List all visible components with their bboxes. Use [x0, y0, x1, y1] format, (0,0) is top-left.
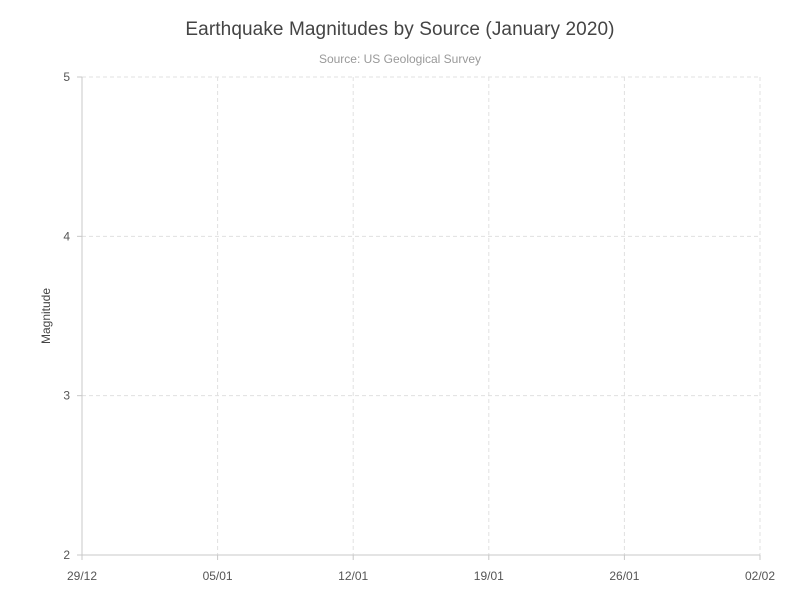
x-tick-label: 19/01: [474, 569, 504, 583]
y-tick-label: 5: [63, 70, 70, 84]
chart-subtitle: Source: US Geological Survey: [318, 52, 482, 66]
x-tick-label: 02/02: [745, 569, 775, 583]
x-tick-label: 12/01: [338, 569, 368, 583]
x-tick-label: 05/01: [203, 569, 233, 583]
chart-title: Earthquake Magnitudes by Source (January…: [185, 19, 615, 40]
y-tick-label: 3: [63, 389, 70, 403]
x-tick-label: 26/01: [609, 569, 639, 583]
y-tick-label: 4: [63, 229, 70, 243]
y-tick-label: 2: [63, 548, 70, 562]
x-tick-label: 29/12: [67, 569, 97, 583]
